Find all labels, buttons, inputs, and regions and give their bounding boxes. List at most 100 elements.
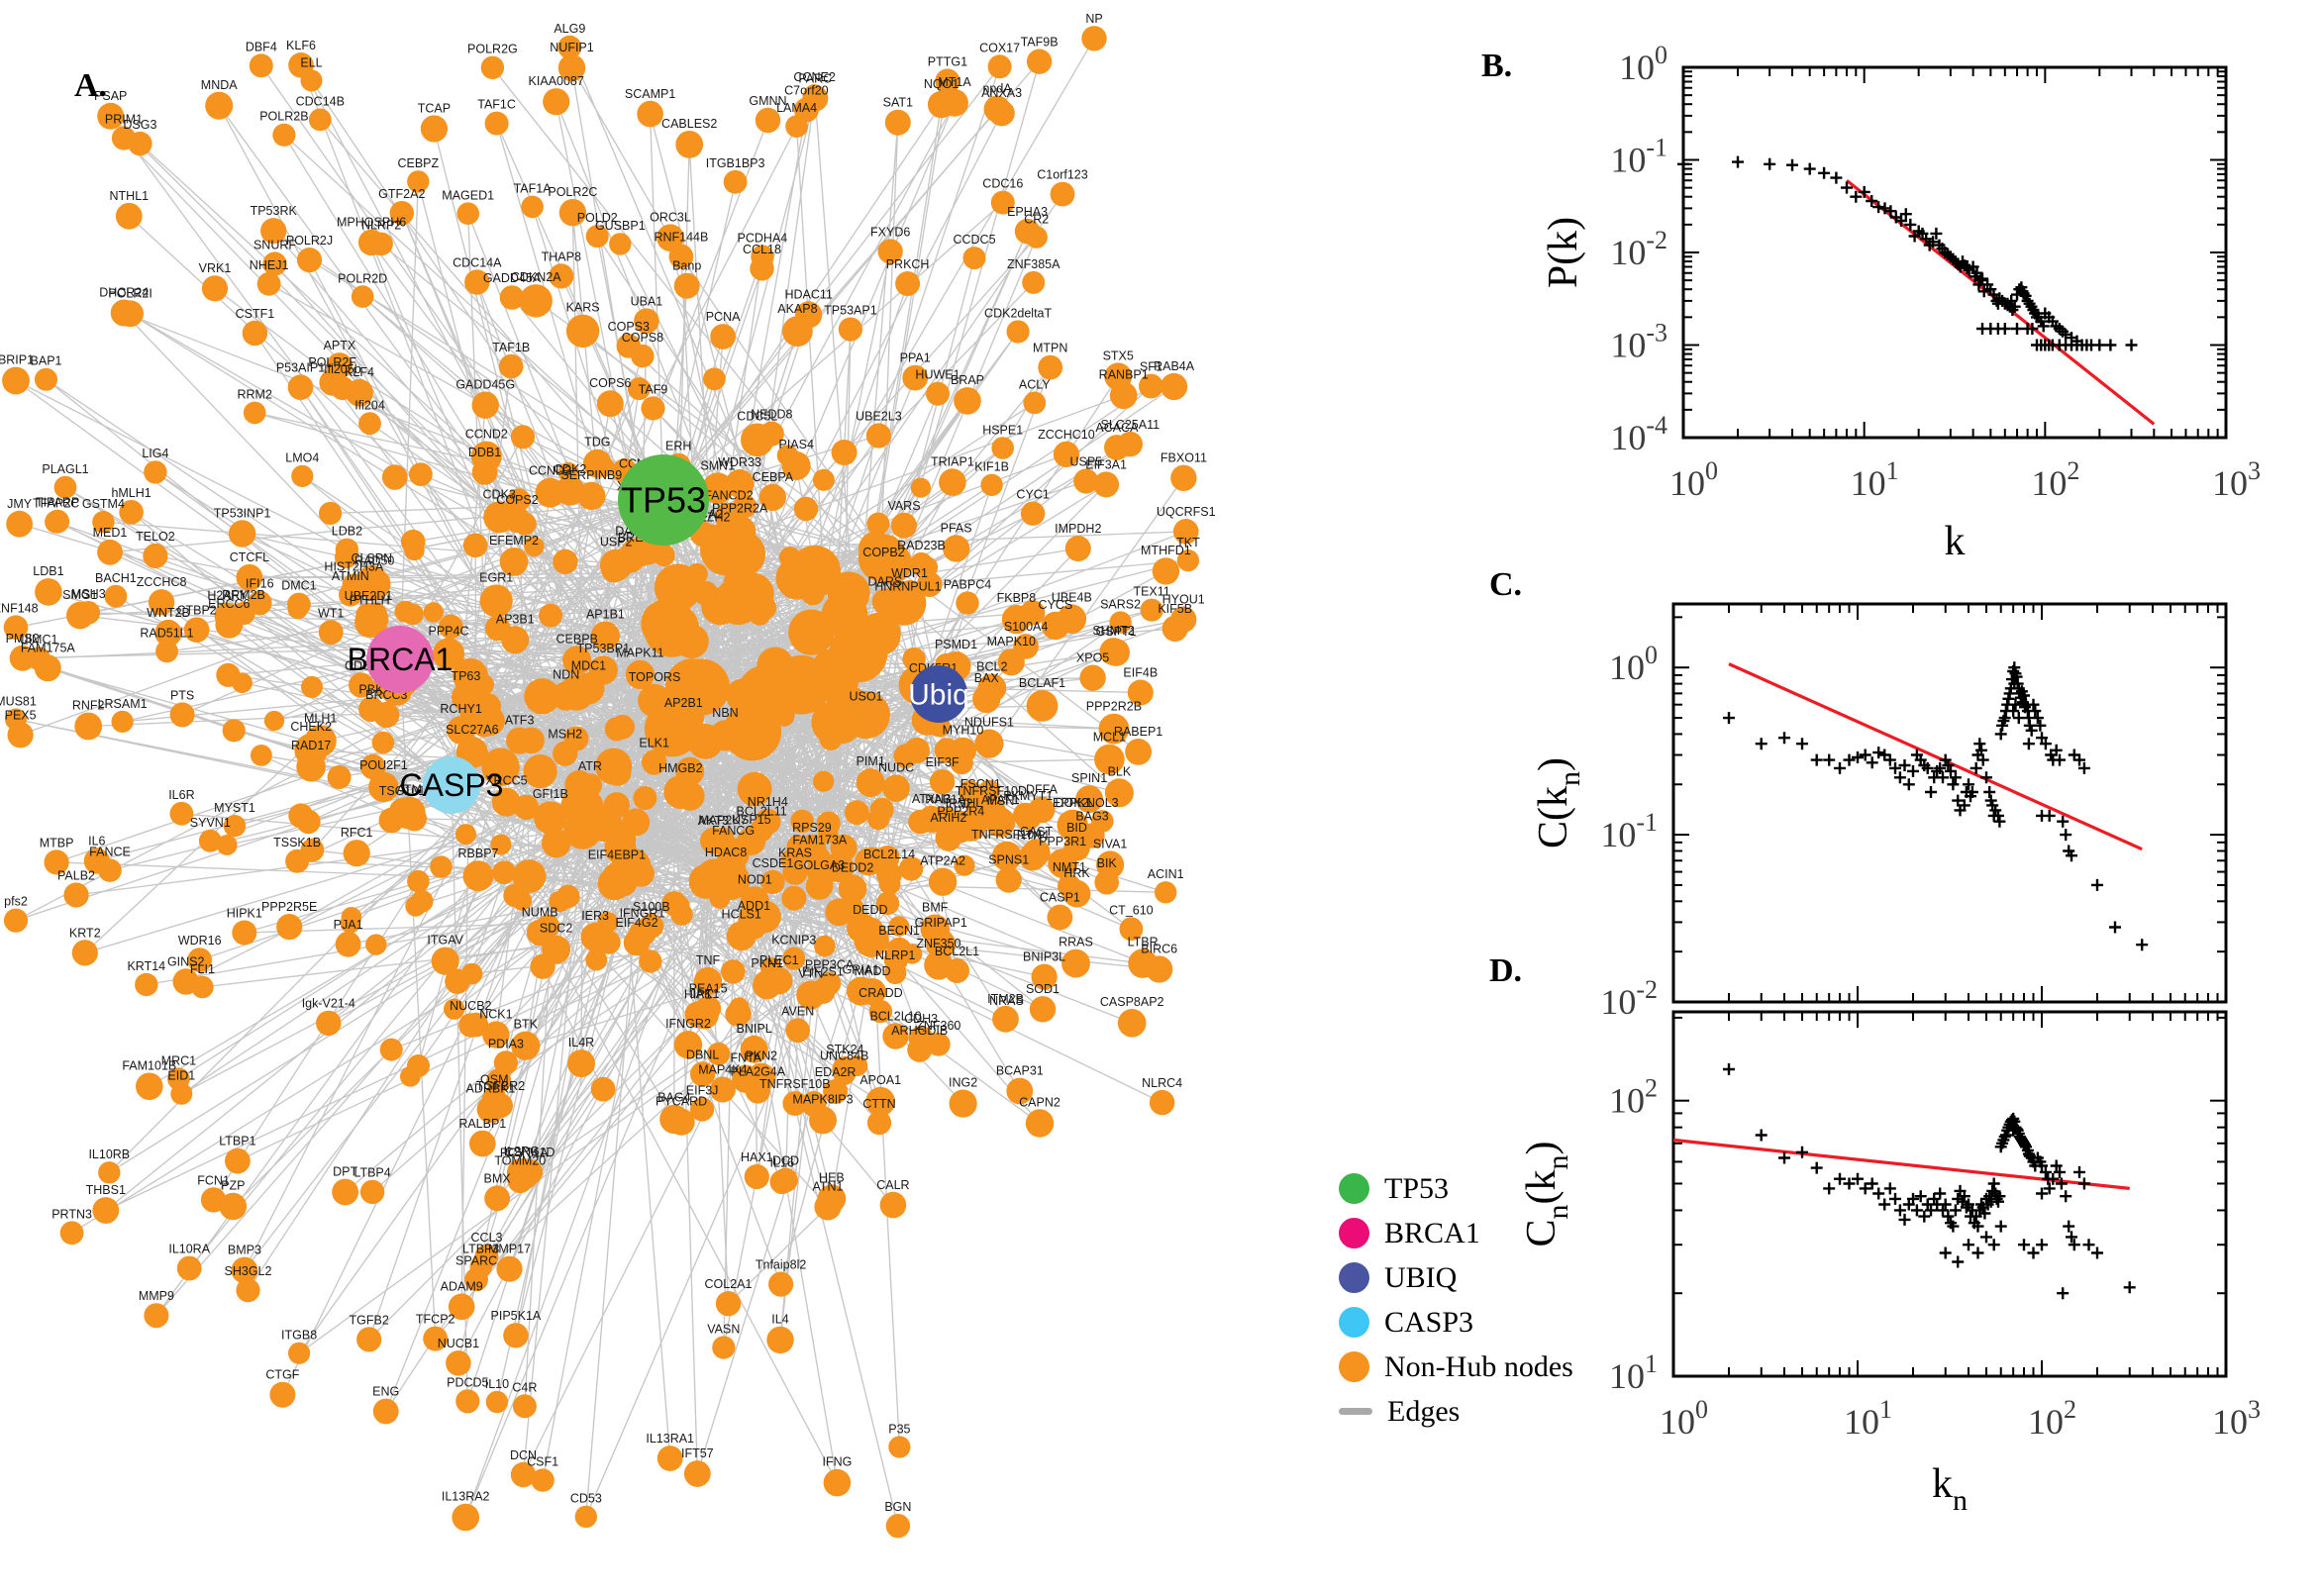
- x-tick-label: 100: [1660, 1395, 1708, 1442]
- non-hub-node: [501, 626, 530, 654]
- gene-node-label: CHEK2: [290, 720, 332, 734]
- gene-node-label: LTBP3: [462, 1242, 499, 1255]
- gene-node-label: DSG3: [123, 118, 156, 132]
- gene-node-label: ZNF360: [916, 1019, 960, 1033]
- non-hub-node: [956, 591, 979, 615]
- gene-node-label: IMPDH2: [1055, 522, 1101, 536]
- non-hub-node: [1161, 372, 1188, 401]
- gene-node-label: BCLAF1: [1019, 676, 1065, 690]
- non-hub-node: [852, 703, 880, 732]
- non-hub-node: [407, 869, 430, 893]
- non-hub-node: [773, 705, 795, 727]
- gene-node-label: IFI16: [246, 577, 274, 591]
- non-hub-node: [577, 773, 603, 798]
- non-hub-node: [231, 1256, 258, 1284]
- non-hub-node: [1140, 598, 1163, 622]
- gene-node-label: LAMA4: [776, 101, 817, 115]
- non-hub-node: [493, 1050, 518, 1075]
- gene-node-label: NP: [1085, 12, 1102, 26]
- gene-node-label: PRTN3: [51, 1207, 92, 1221]
- gene-node-label: PABPC4: [944, 577, 991, 591]
- non-hub-node: [709, 720, 742, 751]
- non-hub-node: [531, 1468, 555, 1492]
- x-tick-label: 103: [2212, 1395, 2261, 1442]
- gene-node-label: FKBP8: [997, 591, 1037, 605]
- gene-node-label: RBBP7: [458, 847, 499, 860]
- non-hub-node: [148, 589, 175, 616]
- gene-node-label: MAPK8IP3: [792, 1092, 853, 1106]
- gene-node-label: LDB2: [332, 525, 362, 539]
- hub-node-tp53: [618, 454, 709, 546]
- non-hub-node: [769, 1169, 794, 1195]
- non-hub-node: [256, 271, 281, 296]
- gene-node-label: PIP5K1A: [491, 1309, 542, 1323]
- non-hub-node: [524, 678, 560, 715]
- gene-node-label: SMN1: [700, 458, 735, 472]
- gene-node-label: CEBPB: [556, 632, 598, 646]
- y-tick-label: 101: [1609, 1349, 1658, 1396]
- non-hub-node: [656, 1446, 683, 1471]
- gene-node-label: POLR2B: [259, 110, 308, 124]
- gene-node-label: DDB1: [468, 446, 501, 459]
- non-hub-node: [357, 229, 385, 256]
- non-hub-node: [119, 500, 144, 525]
- non-hub-node: [596, 390, 624, 418]
- non-hub-node: [512, 1394, 537, 1419]
- gene-node-label: LRSAM1: [98, 697, 148, 711]
- non-hub-node: [865, 423, 892, 449]
- non-hub-node: [627, 377, 651, 401]
- non-hub-node: [562, 646, 592, 675]
- non-hub-node: [758, 421, 784, 447]
- non-hub-node: [507, 488, 531, 512]
- non-hub-node: [865, 1086, 895, 1117]
- gene-node-label: IL6R: [168, 788, 194, 802]
- non-hub-node: [902, 647, 926, 671]
- non-hub-node: [882, 774, 910, 802]
- non-hub-node: [1025, 226, 1048, 249]
- non-hub-node: [1079, 664, 1106, 691]
- gene-node-label: XRCC5: [485, 774, 527, 788]
- gene-node-label: EDA2R: [815, 1065, 857, 1079]
- non-hub-node: [926, 1032, 951, 1056]
- non-hub-node: [812, 468, 835, 491]
- ubiq-node-icon: [1339, 1262, 1369, 1293]
- non-hub-node: [1020, 501, 1046, 526]
- non-hub-node: [464, 1267, 488, 1292]
- non-hub-node: [381, 464, 408, 490]
- non-hub-node: [1059, 810, 1085, 836]
- gene-node-label: EIF3F: [926, 755, 960, 769]
- non-hub-node: [707, 1042, 731, 1066]
- gene-node-label: ORC3L: [650, 210, 691, 224]
- gene-node-label: IL2RG: [504, 1145, 540, 1158]
- gene-node-label: CDKN2A: [511, 270, 561, 284]
- non-hub-node: [423, 602, 444, 623]
- gene-node-label: IRS2: [946, 797, 973, 811]
- gene-node-label: TRIAP1: [931, 454, 974, 468]
- non-hub-node: [301, 675, 323, 698]
- non-hub-node: [154, 619, 182, 648]
- gene-node-label: AP2B1: [664, 696, 703, 710]
- gene-node-label: COL2A1: [705, 1277, 753, 1291]
- gene-node-label: KARS: [566, 301, 600, 315]
- non-hub-node: [831, 440, 858, 465]
- non-hub-node: [785, 1018, 810, 1044]
- gene-node-label: RANBP1: [1099, 368, 1149, 382]
- non-hub-node: [1096, 850, 1125, 879]
- gene-node-label: MED1: [93, 526, 128, 540]
- gene-node-label: ANXA3: [981, 86, 1022, 100]
- gene-node-label: CSTF1: [236, 307, 275, 321]
- y-axis-label: P(k): [1541, 217, 1586, 288]
- non-hub-node: [572, 672, 605, 705]
- gene-node-label: RPS29: [792, 821, 832, 835]
- gene-node-label: IL10RA: [168, 1243, 210, 1256]
- charts-panel: 100 101 102 10310010-110-210-310-4P(k)k1001…: [1519, 41, 2261, 1517]
- x-tick-label: 102: [2028, 1395, 2076, 1442]
- non-hub-node: [929, 769, 956, 795]
- gene-node-label: HCLS1: [722, 907, 761, 921]
- non-hub-node: [768, 1271, 794, 1297]
- gene-node-label: NUCB1: [438, 1337, 479, 1350]
- gene-node-label: HYOU1: [1162, 593, 1205, 607]
- non-hub-node: [995, 866, 1022, 893]
- gene-node-label: ATM: [396, 783, 421, 797]
- x-axis-label: k: [1945, 519, 1966, 564]
